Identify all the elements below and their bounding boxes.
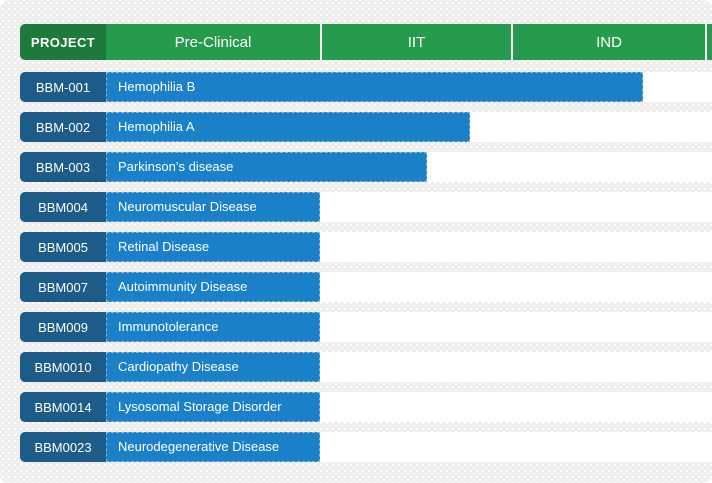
project-id: BBM005	[20, 232, 106, 262]
pipeline-row: BBM0014 Lysosomal Storage Disorder	[20, 392, 712, 422]
pipeline-bar	[106, 272, 320, 302]
pipeline-header: PROJECT Pre-Clinical IIT IND	[20, 24, 712, 60]
pipeline-row: BBM-002 Hemophilia A	[20, 112, 712, 142]
indication-label: Cardiopathy Disease	[118, 359, 239, 374]
column-header-project: PROJECT	[20, 24, 106, 60]
row-track: Hemophilia B	[106, 72, 712, 102]
pipeline-row: BBM-003 Parkinson’s disease	[20, 152, 712, 182]
indication-label: Hemophilia A	[118, 119, 195, 134]
pipeline-bar	[106, 72, 643, 102]
indication-label: Hemophilia B	[118, 79, 196, 94]
pipeline-rows: BBM-001 Hemophilia B BBM-002 Hemophilia …	[20, 72, 712, 462]
pipeline-bar	[106, 352, 320, 382]
row-track: Autoimmunity Disease	[106, 272, 712, 302]
indication-label: Autoimmunity Disease	[118, 279, 248, 294]
pipeline-row: BBM007 Autoimmunity Disease	[20, 272, 712, 302]
project-id: BBM007	[20, 272, 106, 302]
project-id: BBM-003	[20, 152, 106, 182]
indication-label: Neurodegenerative Disease	[118, 439, 280, 454]
pipeline-row: BBM0010 Cardiopathy Disease	[20, 352, 712, 382]
indication-label: Neuromuscular Disease	[118, 199, 257, 214]
column-header-ind: IND	[513, 24, 705, 60]
indication-label: Parkinson’s disease	[118, 159, 234, 174]
pipeline-bar	[106, 232, 320, 262]
row-track: Retinal Disease	[106, 232, 712, 262]
row-track: Parkinson’s disease	[106, 152, 712, 182]
column-header-next-partial	[707, 24, 712, 60]
pipeline-row: BBM-001 Hemophilia B	[20, 72, 712, 102]
project-id: BBM-001	[20, 72, 106, 102]
project-id: BBM-002	[20, 112, 106, 142]
pipeline-bar	[106, 112, 470, 142]
indication-label: Lysosomal Storage Disorder	[118, 399, 282, 414]
project-id: BBM009	[20, 312, 106, 342]
column-header-pre-clinical: Pre-Clinical	[106, 24, 320, 60]
pipeline-row: BBM004 Neuromuscular Disease	[20, 192, 712, 222]
pipeline-row: BBM005 Retinal Disease	[20, 232, 712, 262]
row-track: Hemophilia A	[106, 112, 712, 142]
column-separator	[320, 24, 322, 60]
pipeline-bar	[106, 152, 427, 182]
pipeline-row: BBM009 Immunotolerance	[20, 312, 712, 342]
column-separator	[705, 24, 707, 60]
project-id: BBM0010	[20, 352, 106, 382]
column-header-iit: IIT	[322, 24, 511, 60]
column-separator	[511, 24, 513, 60]
pipeline-bar	[106, 432, 320, 462]
pipeline-bar	[106, 312, 320, 342]
pipeline-bar	[106, 392, 320, 422]
row-track: Neurodegenerative Disease	[106, 432, 712, 462]
indication-label: Immunotolerance	[118, 319, 219, 334]
pipeline-bar	[106, 192, 320, 222]
row-track: Neuromuscular Disease	[106, 192, 712, 222]
indication-label: Retinal Disease	[118, 239, 210, 254]
project-id: BBM0014	[20, 392, 106, 422]
row-track: Immunotolerance	[106, 312, 712, 342]
project-id: BBM004	[20, 192, 106, 222]
project-id: BBM0023	[20, 432, 106, 462]
row-track: Cardiopathy Disease	[106, 352, 712, 382]
row-track: Lysosomal Storage Disorder	[106, 392, 712, 422]
pipeline-row: BBM0023 Neurodegenerative Disease	[20, 432, 712, 462]
